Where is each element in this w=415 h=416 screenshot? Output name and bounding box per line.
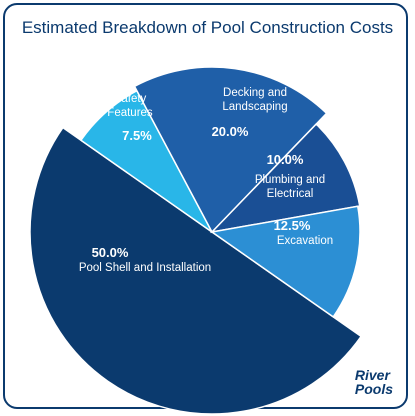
slice-label: Safety Features bbox=[107, 93, 153, 119]
logo-text: River bbox=[354, 367, 390, 384]
slice-label: Decking and Landscaping bbox=[222, 87, 288, 113]
pie-slice bbox=[210, 205, 361, 318]
value-label: 10.0% bbox=[266, 152, 304, 167]
pie-slice bbox=[29, 126, 363, 415]
value-label: 7.5% bbox=[122, 128, 152, 143]
value-label: 20.0% bbox=[211, 124, 249, 139]
slice-label: Excavation bbox=[276, 235, 334, 247]
value-label: 12.5% bbox=[273, 218, 311, 233]
value-label: 50.0% bbox=[91, 245, 129, 260]
chart-title: Estimated Breakdown of Pool Construction… bbox=[21, 18, 394, 37]
slice-label: Pool Shell and Installation bbox=[78, 262, 212, 274]
slice-label: Plumbing and Electrical bbox=[254, 174, 326, 200]
logo-text: Pools bbox=[354, 380, 393, 397]
pie-slice bbox=[133, 66, 328, 234]
logo: River Pools bbox=[354, 367, 393, 397]
pie-slice bbox=[209, 123, 361, 234]
